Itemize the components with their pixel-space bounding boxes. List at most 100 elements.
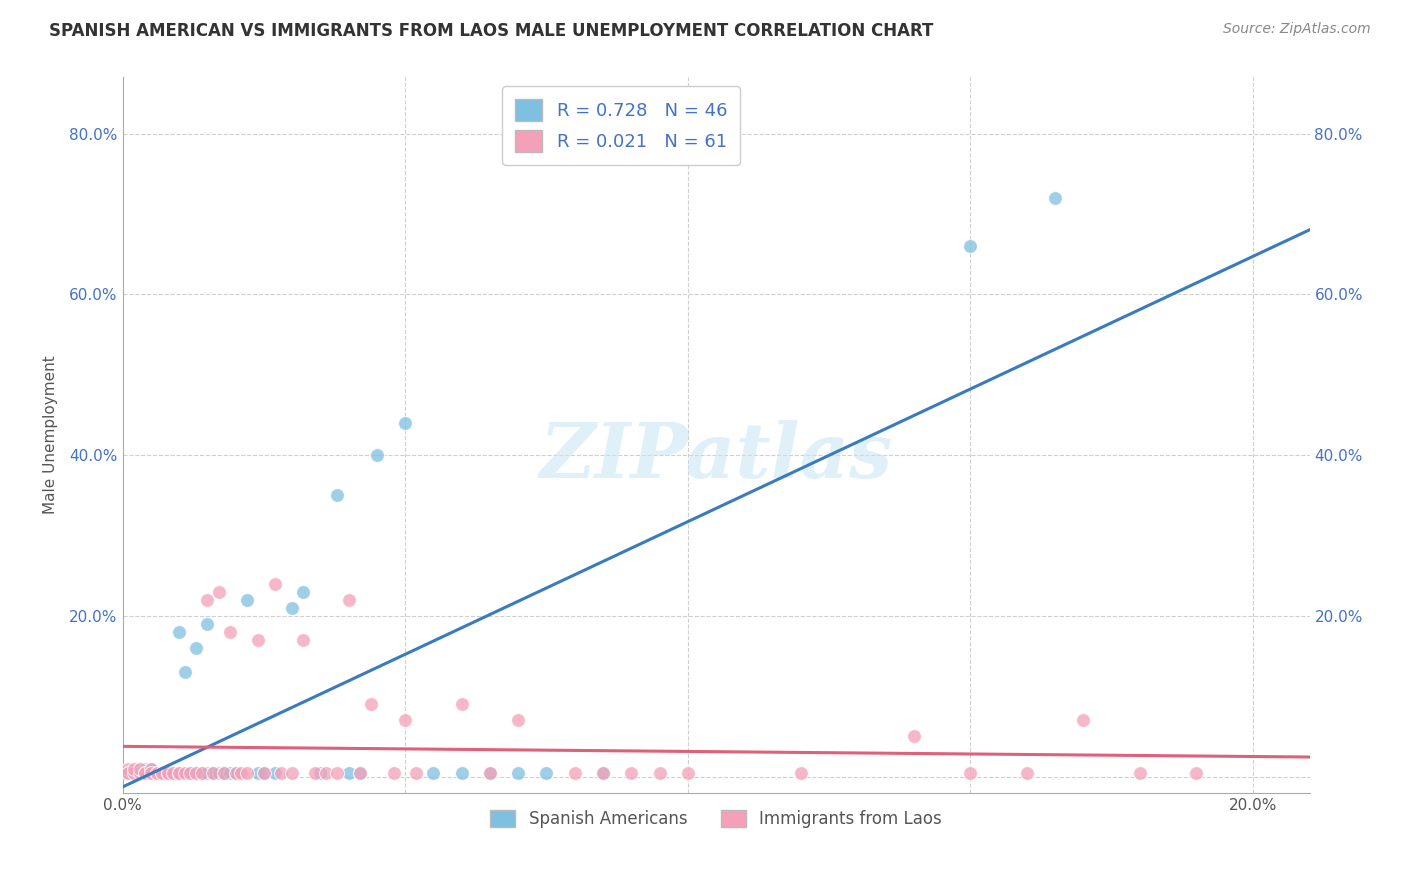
Point xyxy=(128,762,150,776)
Point xyxy=(592,765,614,780)
Point xyxy=(190,765,212,780)
Point xyxy=(156,765,179,780)
Point xyxy=(117,765,139,780)
Point xyxy=(167,624,190,639)
Point xyxy=(167,765,190,780)
Point xyxy=(1073,714,1095,728)
Point xyxy=(117,765,139,780)
Point xyxy=(247,632,270,647)
Point xyxy=(208,584,231,599)
Point xyxy=(394,714,416,728)
Point xyxy=(247,765,270,780)
Point xyxy=(173,765,195,780)
Point xyxy=(134,765,156,780)
Point xyxy=(382,765,405,780)
Point xyxy=(349,765,371,780)
Point xyxy=(225,765,247,780)
Point xyxy=(139,762,162,776)
Point xyxy=(326,488,349,502)
Point xyxy=(134,762,156,776)
Point xyxy=(326,765,349,780)
Point xyxy=(208,765,231,780)
Point xyxy=(117,762,139,776)
Point xyxy=(508,714,530,728)
Point xyxy=(620,765,643,780)
Point xyxy=(167,765,190,780)
Point xyxy=(162,765,184,780)
Point xyxy=(304,765,326,780)
Point xyxy=(145,765,167,780)
Point xyxy=(167,765,190,780)
Point xyxy=(337,592,360,607)
Point xyxy=(219,624,242,639)
Point xyxy=(134,765,156,780)
Point xyxy=(236,765,259,780)
Point xyxy=(214,765,236,780)
Point xyxy=(309,765,332,780)
Point xyxy=(253,765,276,780)
Point xyxy=(195,592,218,607)
Point xyxy=(281,765,304,780)
Point xyxy=(219,765,242,780)
Point xyxy=(349,765,371,780)
Point xyxy=(270,765,292,780)
Point xyxy=(184,765,207,780)
Point xyxy=(139,765,162,780)
Point xyxy=(337,765,360,780)
Point xyxy=(292,584,315,599)
Point xyxy=(394,416,416,430)
Point xyxy=(190,765,212,780)
Point xyxy=(122,765,145,780)
Point xyxy=(236,592,259,607)
Point xyxy=(128,762,150,776)
Text: SPANISH AMERICAN VS IMMIGRANTS FROM LAOS MALE UNEMPLOYMENT CORRELATION CHART: SPANISH AMERICAN VS IMMIGRANTS FROM LAOS… xyxy=(49,22,934,40)
Point xyxy=(150,765,173,780)
Point xyxy=(959,239,981,253)
Text: Source: ZipAtlas.com: Source: ZipAtlas.com xyxy=(1223,22,1371,37)
Point xyxy=(156,765,179,780)
Point xyxy=(450,765,472,780)
Point xyxy=(122,762,145,776)
Point xyxy=(1043,191,1066,205)
Point xyxy=(648,765,671,780)
Point xyxy=(1129,765,1152,780)
Point xyxy=(281,600,304,615)
Point xyxy=(156,765,179,780)
Point xyxy=(214,765,236,780)
Point xyxy=(564,765,586,780)
Point xyxy=(676,765,699,780)
Point xyxy=(422,765,444,780)
Point xyxy=(592,765,614,780)
Point xyxy=(315,765,337,780)
Point xyxy=(202,765,225,780)
Point xyxy=(225,765,247,780)
Point xyxy=(903,730,925,744)
Point xyxy=(145,765,167,780)
Text: ZIPatlas: ZIPatlas xyxy=(540,419,893,493)
Point xyxy=(231,765,253,780)
Point xyxy=(195,765,218,780)
Point xyxy=(264,576,287,591)
Point xyxy=(360,698,382,712)
Point xyxy=(292,632,315,647)
Point xyxy=(184,640,207,655)
Point xyxy=(139,762,162,776)
Point xyxy=(1185,765,1208,780)
Point xyxy=(508,765,530,780)
Point xyxy=(1015,765,1038,780)
Point xyxy=(150,765,173,780)
Y-axis label: Male Unemployment: Male Unemployment xyxy=(44,356,58,515)
Point xyxy=(156,765,179,780)
Point xyxy=(162,765,184,780)
Point xyxy=(366,448,388,462)
Point xyxy=(122,765,145,780)
Point xyxy=(536,765,558,780)
Point xyxy=(959,765,981,780)
Point xyxy=(179,765,201,780)
Point xyxy=(264,765,287,780)
Point xyxy=(128,765,150,780)
Point xyxy=(173,665,195,679)
Point xyxy=(150,765,173,780)
Point xyxy=(145,765,167,780)
Point xyxy=(179,765,201,780)
